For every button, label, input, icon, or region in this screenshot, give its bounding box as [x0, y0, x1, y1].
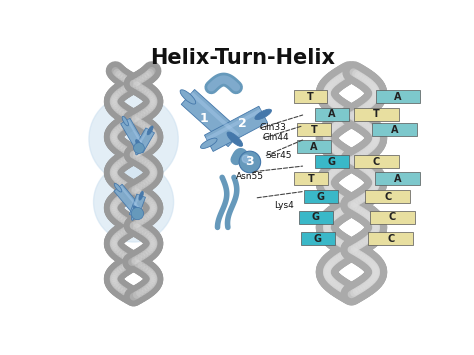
Text: Gln33: Gln33: [259, 123, 286, 132]
Circle shape: [239, 151, 261, 173]
Polygon shape: [131, 195, 140, 215]
Polygon shape: [181, 89, 242, 147]
Text: A: A: [328, 109, 336, 119]
Text: Lys4: Lys4: [274, 201, 294, 211]
Text: A: A: [391, 125, 398, 135]
Text: Gln44: Gln44: [262, 133, 289, 142]
Circle shape: [131, 207, 144, 220]
Text: A: A: [394, 92, 401, 102]
Text: G: G: [314, 234, 322, 244]
Polygon shape: [119, 185, 140, 209]
Ellipse shape: [147, 126, 153, 135]
Polygon shape: [121, 118, 144, 147]
Polygon shape: [136, 129, 149, 150]
Text: C: C: [387, 234, 394, 244]
Text: G: G: [317, 192, 325, 202]
FancyBboxPatch shape: [372, 123, 417, 136]
Polygon shape: [127, 119, 142, 143]
Text: 1: 1: [199, 111, 208, 125]
Ellipse shape: [139, 191, 143, 200]
Text: Asn55: Asn55: [236, 172, 264, 181]
Text: A: A: [310, 142, 318, 152]
Ellipse shape: [114, 184, 122, 192]
Circle shape: [89, 94, 178, 184]
Text: G: G: [312, 212, 320, 222]
FancyBboxPatch shape: [294, 172, 328, 185]
FancyBboxPatch shape: [315, 108, 349, 121]
Text: T: T: [373, 109, 380, 119]
Text: Ser45: Ser45: [265, 151, 292, 159]
Ellipse shape: [136, 146, 142, 155]
FancyBboxPatch shape: [315, 155, 349, 169]
Polygon shape: [129, 194, 146, 218]
Text: C: C: [373, 157, 380, 167]
Polygon shape: [190, 92, 239, 137]
Ellipse shape: [122, 116, 128, 126]
FancyBboxPatch shape: [297, 140, 331, 153]
Text: 2: 2: [238, 117, 246, 130]
FancyBboxPatch shape: [293, 90, 328, 103]
Ellipse shape: [132, 212, 136, 220]
Text: T: T: [308, 174, 314, 184]
Ellipse shape: [201, 138, 217, 148]
Text: C: C: [384, 192, 391, 202]
Polygon shape: [114, 184, 141, 214]
Text: T: T: [311, 125, 318, 135]
Polygon shape: [134, 128, 155, 153]
Text: 3: 3: [246, 155, 254, 169]
FancyBboxPatch shape: [370, 211, 415, 224]
Ellipse shape: [255, 109, 272, 120]
Circle shape: [134, 143, 145, 153]
Ellipse shape: [227, 132, 243, 146]
Circle shape: [242, 155, 250, 163]
Ellipse shape: [133, 206, 141, 214]
Text: A: A: [394, 174, 401, 184]
Text: G: G: [328, 157, 336, 167]
FancyBboxPatch shape: [375, 90, 420, 103]
FancyBboxPatch shape: [297, 123, 331, 136]
Polygon shape: [204, 106, 267, 152]
FancyBboxPatch shape: [304, 190, 337, 203]
Circle shape: [93, 162, 173, 242]
Polygon shape: [206, 109, 262, 141]
Ellipse shape: [136, 140, 142, 149]
FancyBboxPatch shape: [354, 108, 399, 121]
Text: T: T: [307, 92, 314, 102]
FancyBboxPatch shape: [375, 172, 420, 185]
FancyBboxPatch shape: [354, 155, 399, 169]
FancyBboxPatch shape: [299, 211, 333, 224]
FancyBboxPatch shape: [365, 190, 410, 203]
Ellipse shape: [180, 90, 196, 104]
FancyBboxPatch shape: [368, 233, 413, 246]
FancyBboxPatch shape: [301, 233, 335, 246]
Text: C: C: [389, 212, 396, 222]
Text: Helix-Turn-Helix: Helix-Turn-Helix: [150, 48, 336, 68]
